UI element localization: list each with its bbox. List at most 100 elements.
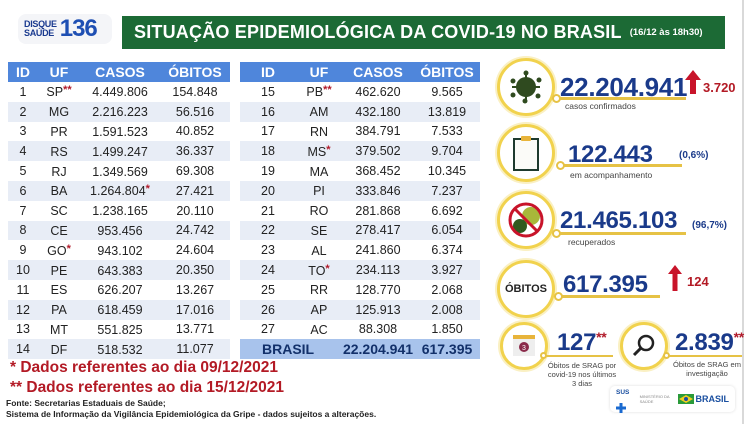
table-row: 12 PA 618.459 17.016: [8, 299, 230, 320]
cell-obitos-value: 20.350: [175, 263, 215, 278]
cell-uf-value: RO: [309, 204, 329, 219]
cell-obitos-value: 2.068: [431, 282, 463, 297]
cell-obitos-value: 154.848: [172, 84, 218, 99]
cell-obitos: 20.350: [160, 260, 230, 280]
svg-text:3: 3: [522, 345, 526, 352]
cell-uf: TO*: [296, 260, 342, 280]
cell-obitos-value: 13.819: [427, 104, 467, 119]
cell-id-value: 21: [261, 203, 275, 218]
monitoring-value: 122.443: [568, 141, 653, 168]
deaths-delta: 124: [687, 274, 709, 289]
cell-uf: AM: [296, 101, 342, 122]
states-table-right: ID UF CASOS ÓBITOS 15 PB** 462.620 9.565 16 A…: [240, 62, 480, 360]
deaths-label: ÓBITOS: [505, 283, 547, 295]
cell-id: 4: [8, 141, 38, 162]
cell-uf-value: PE: [50, 263, 68, 278]
cell-id: 3: [8, 122, 38, 142]
cell-casos-value: 462.620: [355, 84, 401, 99]
cell-id-value: 8: [19, 223, 27, 238]
cell-casos: 384.791: [342, 122, 414, 142]
srag-recent-dot: [540, 352, 547, 359]
asterisk-mark: **: [323, 84, 332, 97]
cell-casos-value: 125.913: [355, 302, 401, 317]
cell-id-value: 24: [261, 263, 275, 278]
cell-id-value: 3: [19, 124, 27, 139]
cell-obitos: 17.016: [160, 299, 230, 320]
asterisk-mark: *: [145, 183, 150, 196]
srag-investigation-ring: [620, 322, 668, 370]
cell-casos: 1.499.247: [80, 141, 160, 162]
col-header-obitos: ÓBITOS: [160, 62, 230, 82]
table-row: 19 MA 368.452 10.345: [240, 161, 480, 181]
cell-casos: 432.180: [342, 101, 414, 122]
magnifier-icon: [632, 334, 655, 357]
cell-id-value: 14: [16, 342, 30, 357]
cell-id-value: 9: [19, 243, 27, 258]
cell-casos-value: 384.791: [355, 124, 401, 139]
srag-investigation-value: 2.839**: [675, 329, 744, 357]
cell-uf: AP: [296, 299, 342, 320]
col-header-obitos: ÓBITOS: [414, 62, 480, 82]
footnotes: * Dados referentes ao dia 09/12/2021 ** …: [10, 358, 284, 398]
cell-obitos-value: 13.771: [175, 322, 215, 337]
table-row: 4 RS 1.499.247 36.337: [8, 141, 230, 162]
col-header-uf: UF: [38, 62, 80, 82]
cell-obitos-value: 6.374: [431, 243, 463, 258]
flag-icon: [677, 394, 694, 404]
right-divider: [742, 0, 744, 424]
cell-uf-value: RN: [309, 124, 329, 139]
cell-casos: 234.113: [342, 260, 414, 280]
col-header-uf: UF: [296, 62, 342, 82]
cell-uf: RN: [296, 122, 342, 142]
sus-logo: SUS: [616, 381, 640, 417]
cell-casos-value: 618.459: [97, 303, 143, 318]
timestamp: (16/12 às 18h30): [629, 27, 703, 38]
cell-casos: 643.383: [80, 260, 160, 280]
cell-casos-value: 1.591.523: [92, 124, 148, 139]
total-casos: 22.204.941: [342, 339, 414, 360]
cell-uf: SC: [38, 201, 80, 221]
confirmed-dot: [552, 94, 561, 103]
cell-id: 18: [240, 141, 296, 162]
table-row: 20 PI 333.846 7.237: [240, 180, 480, 201]
total-label: BRASIL: [240, 339, 342, 360]
cell-casos: 462.620: [342, 82, 414, 102]
monitoring-caption: em acompanhamento: [570, 170, 653, 180]
cell-obitos-value: 40.852: [175, 124, 215, 139]
confirmed-delta: 3.720: [703, 80, 736, 95]
arrow-up-icon: [668, 265, 682, 291]
cell-id-value: 26: [261, 302, 275, 317]
cell-casos: 551.825: [80, 320, 160, 340]
cell-casos-value: 1.264.804: [90, 184, 146, 199]
cell-id-value: 12: [16, 302, 30, 317]
cell-id: 11: [8, 280, 38, 300]
cell-casos: 1.349.569: [80, 161, 160, 181]
table-row: 2 MG 2.216.223 56.516: [8, 101, 230, 122]
cell-id: 1: [8, 82, 38, 102]
cell-casos-value: 432.180: [355, 104, 401, 119]
srag-recent-number: 127: [557, 329, 597, 356]
cell-id: 21: [240, 201, 296, 221]
cell-obitos-value: 1.850: [431, 322, 463, 337]
table-header-row: ID UF CASOS ÓBITOS: [240, 62, 480, 82]
cell-obitos: 69.308: [160, 161, 230, 181]
table-row: 25 RR 128.770 2.068: [240, 280, 480, 300]
table-row: 9 GO* 943.102 24.604: [8, 240, 230, 260]
cell-casos-value: 333.846: [355, 183, 401, 198]
cell-uf: MG: [38, 101, 80, 122]
cell-id: 12: [8, 299, 38, 320]
table-row: 21 RO 281.868 6.692: [240, 201, 480, 221]
srag-recent-caption: Óbitos de SRAG por covid-19 nos últimos …: [547, 361, 617, 388]
cell-uf: AL: [296, 240, 342, 260]
cell-uf-value: CE: [50, 223, 68, 238]
cell-obitos-value: 9.704: [431, 144, 463, 159]
cell-id-value: 13: [16, 322, 30, 337]
cell-uf: SE: [296, 220, 342, 241]
cell-uf-value: MA: [309, 164, 329, 179]
cell-id-value: 10: [16, 263, 30, 278]
cell-id-value: 11: [16, 282, 30, 297]
cell-casos: 368.452: [342, 161, 414, 181]
cell-casos: 1.591.523: [80, 122, 160, 142]
cell-id: 24: [240, 260, 296, 280]
monitoring-dot: [556, 161, 565, 170]
